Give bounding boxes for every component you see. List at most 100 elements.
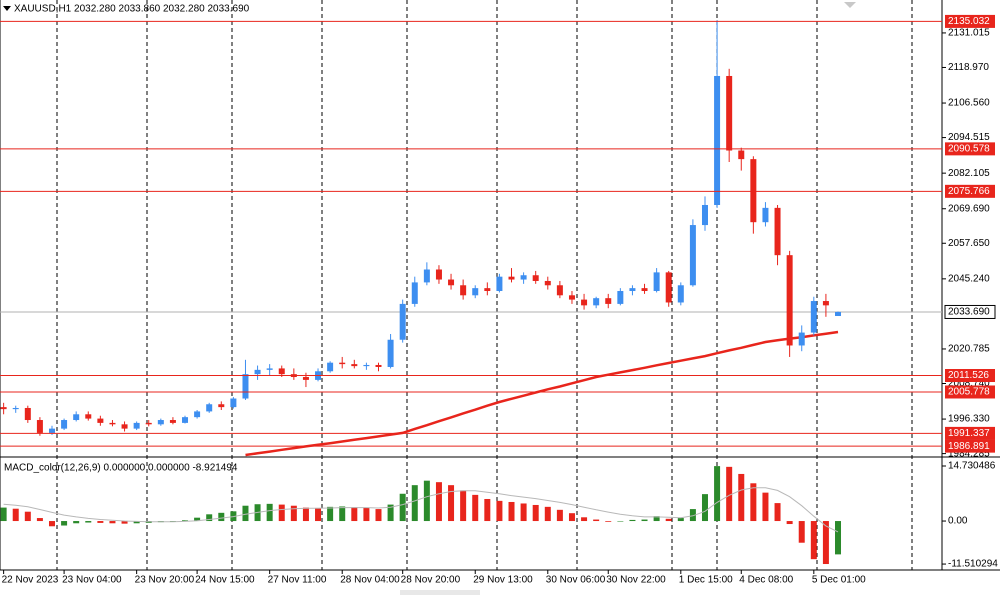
candle-body: [0, 407, 7, 410]
candle-body: [109, 422, 116, 425]
macd-bar: [581, 517, 588, 522]
y-tick-label: 2069.690: [948, 203, 990, 214]
macd-bar: [605, 521, 612, 522]
candle-body: [532, 275, 539, 281]
candle-body: [411, 282, 418, 304]
macd-bar: [448, 485, 455, 522]
macd-bar: [532, 504, 539, 522]
candle-body: [605, 298, 612, 304]
macd-bar: [73, 521, 80, 524]
x-tick-label: 22 Nov 2023: [2, 575, 59, 586]
candle-body: [798, 332, 805, 346]
candle-body: [750, 159, 757, 223]
x-tick-label: 23 Nov 20:00: [135, 575, 195, 586]
candle-body: [169, 420, 176, 423]
y-tick-label: 1984.285: [948, 448, 990, 459]
candle-body: [641, 288, 648, 292]
x-tick-label: 1 Dec 15:00: [679, 575, 733, 586]
macd-bar: [629, 519, 636, 522]
candle-body: [617, 291, 624, 304]
macd-bar: [786, 521, 793, 525]
scrollbar[interactable]: [400, 590, 480, 595]
y-tick-label: 14.730486: [948, 461, 996, 472]
candle-body: [822, 301, 829, 306]
macd-bar: [315, 507, 322, 522]
macd-bar: [774, 503, 781, 522]
candle-body: [689, 225, 696, 286]
x-tick-label: 28 Nov 20:00: [401, 575, 461, 586]
macd-bar: [556, 509, 563, 522]
macd-bar: [339, 506, 346, 522]
level-label: 2075.766: [948, 186, 990, 197]
macd-bar: [810, 521, 817, 560]
level-label: 1986.891: [948, 441, 990, 452]
macd-bar: [278, 504, 285, 522]
level-label-box: [945, 426, 995, 440]
candle-body: [145, 422, 152, 425]
y-tick-label: 2106.560: [948, 98, 990, 109]
candle-body: [774, 207, 781, 256]
macd-bar: [677, 518, 684, 522]
candle-body: [254, 369, 261, 375]
macd-bar: [701, 494, 708, 522]
candle-body: [387, 339, 394, 367]
candle-body: [266, 368, 273, 370]
macd-bar: [617, 521, 624, 522]
x-tick-label: 4 Dec 08:00: [739, 575, 793, 586]
macd-bar: [520, 503, 527, 522]
macd-bar: [61, 521, 68, 526]
candle-body: [399, 303, 406, 340]
y-tick-label: 2057.650: [948, 238, 990, 249]
macd-bar: [36, 518, 43, 522]
candle-body: [242, 374, 249, 399]
macd-bar: [714, 466, 721, 522]
macd-bar: [411, 485, 418, 522]
macd-bar: [242, 505, 249, 522]
macd-bar: [24, 511, 31, 522]
x-tick-label: 30 Nov 06:00: [546, 575, 606, 586]
current-price-box: [944, 304, 996, 319]
level-label-box: [945, 14, 995, 28]
x-tick-label: 29 Nov 13:00: [473, 575, 533, 586]
macd-bar: [726, 466, 733, 522]
level-label-box: [945, 439, 995, 453]
level-label: 2135.032: [948, 16, 990, 27]
candle-body: [484, 288, 491, 292]
candle-body: [544, 280, 551, 286]
macd-bar: [822, 521, 829, 565]
moving-average: [245, 330, 839, 457]
candle-body: [665, 272, 672, 303]
candle-body: [327, 362, 334, 372]
macd-bar: [399, 493, 406, 522]
candle-body: [121, 424, 128, 429]
macd-bar: [12, 508, 19, 522]
macd-bar: [472, 494, 479, 522]
x-tick-label: 5 Dec 01:00: [812, 575, 866, 586]
candle-body: [629, 288, 636, 292]
macd-bar: [182, 520, 189, 522]
macd-bar: [121, 521, 128, 524]
macd-bar: [665, 518, 672, 522]
candle-body: [581, 299, 588, 306]
candle-body: [351, 364, 358, 367]
y-tick-label: 2008.740: [948, 378, 990, 389]
candle-body: [85, 414, 92, 419]
macd-bar: [544, 506, 551, 522]
candle-body: [182, 417, 189, 423]
menu-arrow[interactable]: [3, 6, 11, 11]
candle-body: [738, 150, 745, 160]
candle-body: [653, 272, 660, 292]
macd-bar: [508, 501, 515, 522]
candle-body: [593, 298, 600, 306]
candle-body: [677, 285, 684, 303]
level-label-box: [945, 369, 995, 383]
signal-line: [3, 487, 839, 533]
candle-body: [24, 407, 31, 421]
macd-bar: [835, 521, 842, 555]
candle-body: [435, 269, 442, 280]
candle-body: [97, 418, 104, 423]
level-label-box: [945, 142, 995, 156]
candle-body: [714, 75, 721, 205]
